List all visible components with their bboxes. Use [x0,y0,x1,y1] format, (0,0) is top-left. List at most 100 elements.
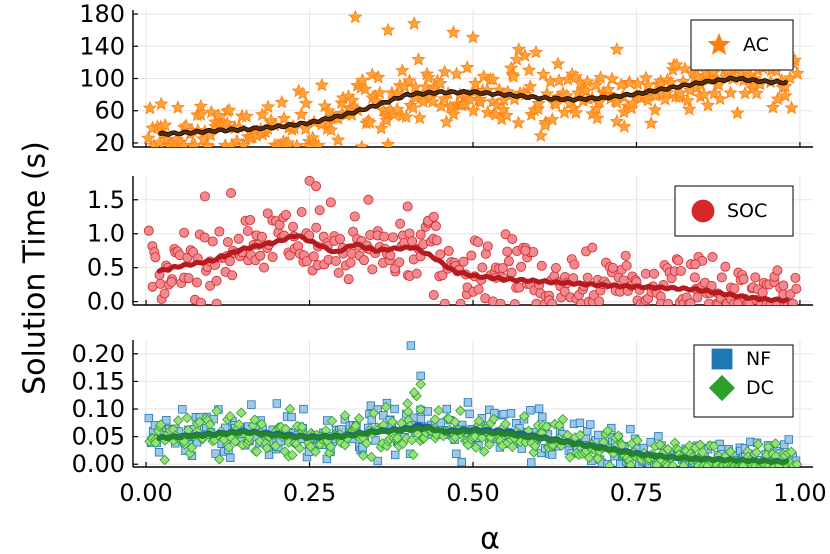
data-point [339,439,351,451]
data-point [466,250,477,261]
data-point [229,436,241,447]
data-point [380,401,392,413]
data-point [654,432,663,441]
y-tick-label: 0.00 [72,450,125,478]
data-point [261,442,273,454]
data-point [649,268,660,279]
data-point [738,274,749,285]
data-point [354,139,369,147]
data-point [617,119,632,133]
data-point [495,298,506,305]
data-point [143,225,154,236]
y-tick-label: 20 [94,129,125,157]
data-point [311,222,322,233]
data-point [625,459,636,467]
data-point [590,110,605,125]
y-tick-label: 60 [94,97,125,125]
data-point [784,435,793,444]
data-point [689,272,700,283]
data-point [211,275,222,286]
data-point [226,187,237,198]
data-point [477,262,488,273]
data-point [500,229,511,240]
data-point [458,256,469,267]
data-point [314,205,325,216]
data-point [632,435,643,446]
data-point [536,67,551,81]
data-point [350,420,362,432]
data-point [690,259,701,270]
data-point [416,414,426,424]
data-point [154,96,169,111]
data-point [144,413,154,423]
data-point [437,270,448,281]
data-point [193,107,209,121]
data-point [511,41,526,56]
data-point [214,226,225,237]
data-point [395,218,406,229]
data-point [233,233,244,244]
trend-line-SOC [156,233,790,304]
data-point [609,114,624,128]
data-point [547,450,557,459]
data-point [371,436,380,445]
data-point [673,85,688,100]
data-point [452,449,461,458]
data-point [245,215,256,226]
data-point [330,255,341,266]
y-tick-label: 0.15 [72,367,125,395]
data-point [536,260,547,271]
data-point [159,454,171,466]
data-point [557,104,572,119]
data-point [712,91,728,106]
data-point [784,100,799,115]
data-point [335,233,346,244]
x-tick-label: 1.00 [773,479,826,507]
data-point [325,441,337,453]
x-tick-label: 0.00 [119,479,172,507]
x-tick-label: 0.25 [283,479,336,507]
data-point [550,56,566,71]
data-point [324,122,339,137]
data-point [251,446,263,457]
trend-line-DC [156,425,790,466]
data-point [502,246,513,257]
data-point [308,251,319,262]
legend-marker-SOC [691,199,715,223]
panel-middle: 0.0 0.5 1.0 1.5 SOC [87,175,813,316]
data-point [601,82,616,96]
data-point [304,175,315,186]
data-point [449,416,461,428]
data-point [621,260,632,271]
data-point [428,211,439,222]
data-point [528,44,544,59]
data-point [439,298,450,305]
data-point [762,441,774,453]
y-tick-label: 180 [79,0,125,28]
data-point [613,430,624,442]
data-point [270,440,281,452]
data-point [325,197,336,208]
data-point [662,443,674,455]
data-point [488,413,500,425]
data-point [157,117,173,132]
panel-bottom: 0.000.050.100.150.200.00 0.25 0.50 0.75 1.00… [72,340,827,507]
data-point [583,452,595,464]
data-point [408,387,420,398]
data-point [142,100,158,115]
plot-area [144,341,803,467]
data-point [311,138,326,147]
data-point [299,404,308,414]
data-point [195,297,206,305]
y-axis-title: Solution Time (s) [18,141,53,395]
data-point [373,456,382,466]
data-point [465,409,474,419]
data-point [301,256,312,267]
data-point [506,267,517,278]
data-point [355,72,370,87]
legend-marker-AC [707,32,731,55]
data-point [749,85,764,100]
data-point [406,434,418,446]
data-point [281,135,296,147]
data-point [359,255,370,266]
